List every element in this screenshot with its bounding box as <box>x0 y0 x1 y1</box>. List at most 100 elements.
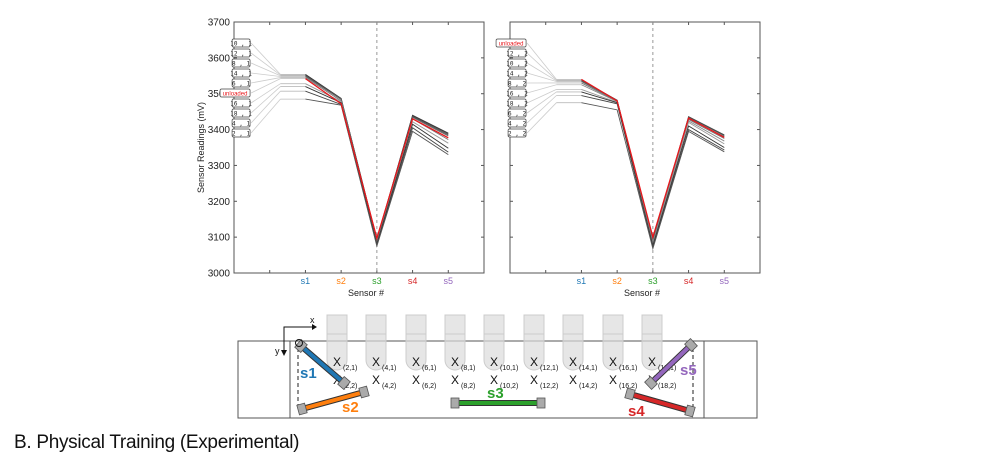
x-arrow-icon <box>312 324 317 330</box>
y-tick-label: 3600 <box>208 53 231 64</box>
leader-line <box>526 42 557 80</box>
point-label: (8,2) <box>461 383 475 390</box>
point-marker: X <box>609 373 617 387</box>
series-label: 4 , 2 <box>508 120 526 127</box>
leader-line <box>250 62 281 77</box>
series-label-box <box>507 108 527 118</box>
sensor-body <box>299 344 346 385</box>
leader-line <box>250 98 281 134</box>
series-label: 14 , 2 <box>506 70 528 77</box>
finger-2 <box>365 314 387 371</box>
series-label: 2 , 1 <box>232 130 250 137</box>
point-marker: X <box>490 373 498 387</box>
series-label: 6 , 1 <box>232 80 250 87</box>
series-label: 18 , 2 <box>506 100 528 107</box>
sensor-s4 <box>624 387 696 418</box>
figure-caption: B. Physical Training (Experimental) <box>14 432 300 453</box>
physical-setup-diagram: X(2,1)X(2,2)X(4,1)X(4,2)X(6,1)X(6,2)X(8,… <box>237 314 758 420</box>
point-label: (4,1) <box>382 365 396 372</box>
series-unloaded: unloaded <box>495 38 725 240</box>
point-marker: X <box>648 355 656 369</box>
leader-line <box>250 42 281 75</box>
leader-line <box>250 77 281 84</box>
series-label: 4 , 1 <box>232 120 250 127</box>
x-tick-label-s1: s1 <box>577 276 587 286</box>
point-label: (18,2) <box>658 383 676 390</box>
point-marker: X <box>569 373 577 387</box>
series-label-box <box>231 58 251 68</box>
series-label: 16 , 1 <box>230 100 252 107</box>
point-marker: X <box>530 373 538 387</box>
series-label: 12 , 1 <box>230 50 252 57</box>
series-label: 12 , 2 <box>506 50 528 57</box>
sensor-s2 <box>296 385 370 416</box>
x-tick-label-s4: s4 <box>684 276 694 286</box>
point-label: (10,1) <box>500 365 518 372</box>
point-label: (12,2) <box>540 383 558 390</box>
leader-line <box>526 89 557 104</box>
series-label-box <box>231 48 251 58</box>
series-label-box <box>231 108 251 118</box>
y-tick-label: 3200 <box>208 197 231 208</box>
point-marker: X <box>451 373 459 387</box>
x-tick-label-s5: s5 <box>444 276 454 286</box>
leader-line <box>526 84 557 94</box>
plot-area <box>509 21 761 274</box>
point-label: (4,2) <box>382 383 396 390</box>
series-2,1: 2 , 1 <box>231 98 449 248</box>
sensor-mount <box>624 387 636 401</box>
sensor-mount <box>337 376 351 390</box>
series-label: 6 , 2 <box>508 110 526 117</box>
chart-1: s1 s2 s3 s4 s5 3000 3100 3200 3300 3400 3500 3600 37… <box>196 18 485 298</box>
series-2,2: 2 , 2 <box>507 102 725 251</box>
point-label: (14,1) <box>579 365 597 372</box>
series-label-box <box>231 68 251 78</box>
y-tick-label: 3100 <box>208 233 231 244</box>
finger-8 <box>602 314 624 371</box>
finger-5 <box>483 314 505 371</box>
x-tick-label-s3: s3 <box>372 276 382 286</box>
series-label: 14 , 1 <box>230 70 252 77</box>
series-label: 10 , 1 <box>230 40 252 47</box>
leader-line <box>526 91 557 114</box>
finger-4 <box>444 314 466 371</box>
leader-line <box>526 72 557 82</box>
point-label: (8,1) <box>461 365 475 372</box>
point-label: (2,2) <box>343 383 357 390</box>
x-tick-label-s4: s4 <box>408 276 418 286</box>
coordinate-axes <box>283 326 314 352</box>
x-tick-label-s1: s1 <box>301 276 311 286</box>
sensor-body <box>301 390 365 411</box>
sensor-mount <box>450 397 460 409</box>
series-label: 16 , 2 <box>506 90 528 97</box>
y-tick-label: 3000 <box>208 269 231 280</box>
point-label: (12,1) <box>540 365 558 372</box>
sensor-label-s3: s3 <box>487 385 504 402</box>
series-label-box <box>507 68 527 78</box>
series-label-box <box>507 88 527 98</box>
series-label-box <box>507 98 527 108</box>
series-label: unloaded <box>223 91 248 97</box>
leader-line <box>250 78 281 94</box>
y-tick-label: 3400 <box>208 125 231 136</box>
y-axis-label: y <box>275 346 280 356</box>
point-label: (16,2) <box>619 383 637 390</box>
point-label: (6,2) <box>422 383 436 390</box>
sensor-label-s4: s4 <box>628 403 645 420</box>
leader-line <box>250 90 281 124</box>
y-tick-label: 3300 <box>208 161 231 172</box>
point-marker: X <box>490 355 498 369</box>
sensor-s5 <box>644 338 698 390</box>
sensor-label-s5: s5 <box>680 362 697 379</box>
series-label-box <box>507 118 527 128</box>
x-tick-label-s5: s5 <box>720 276 730 286</box>
sensor-body <box>649 343 693 385</box>
leader-line <box>250 52 281 76</box>
point-marker: X <box>412 373 420 387</box>
series-unloaded: unloaded <box>219 78 449 241</box>
finger-3 <box>405 314 427 371</box>
y-tick-label: 3700 <box>208 18 231 29</box>
sensor-mount <box>358 385 370 399</box>
series-label-box <box>231 98 251 108</box>
point-marker: X <box>333 355 341 369</box>
